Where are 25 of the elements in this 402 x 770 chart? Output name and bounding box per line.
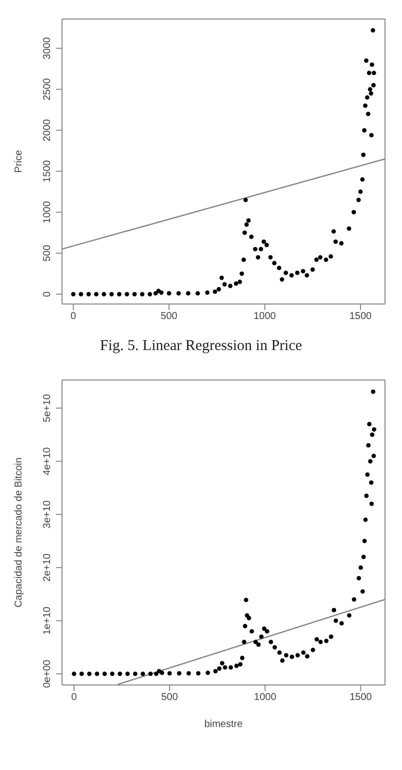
x-tick-label: 1500 [350, 692, 372, 704]
y-tick-label: 1000 [42, 200, 53, 224]
x-tick-label: 1000 [254, 692, 277, 704]
y-tick-label: 500 [42, 244, 53, 262]
x-tick-label: 500 [160, 311, 178, 322]
x-tick-label: 0 [70, 311, 77, 322]
x-tick-label: 1000 [254, 311, 276, 322]
y-tick-label: 1500 [42, 160, 53, 182]
x-tick-label: 500 [161, 692, 178, 704]
y-tick-label: 1e+10 [42, 606, 53, 635]
caption: Fig. 5. Linear Regression in Price [98, 338, 304, 355]
y-tick-label: 0 [42, 290, 53, 297]
y-tick-label: 5e+10 [42, 394, 53, 422]
x-tick-label: 0 [71, 692, 78, 704]
y-axis-title: Price [14, 150, 25, 173]
y-tick-label: 2000 [42, 118, 53, 142]
y-axis-title: Capacidad de mercado de Bitcoin [14, 457, 25, 608]
y-tick-label: 3000 [42, 36, 53, 60]
y-tick-label: 4e+10 [42, 446, 53, 476]
y-tick-label: 2500 [42, 78, 53, 100]
y-tick-label: 3e+10 [42, 500, 53, 528]
y-tick-label: 2e+10 [42, 553, 53, 582]
x-axis-title: bimestre [204, 719, 244, 730]
y-tick-label: 0e+00 [42, 659, 53, 688]
x-tick-label: 1500 [349, 311, 372, 322]
